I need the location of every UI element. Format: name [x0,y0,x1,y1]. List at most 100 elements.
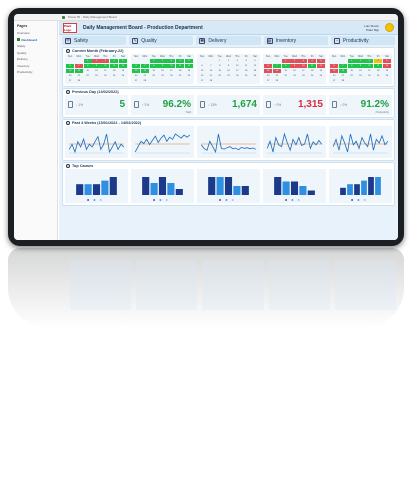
calendar-day[interactable]: 4 [245,59,247,62]
calendar-day[interactable]: 19 [319,69,323,72]
calendar-day[interactable]: 6 [264,63,273,68]
calendar-day[interactable]: 19 [385,69,389,72]
nav-item[interactable]: Inventory [17,64,54,68]
calendar-day[interactable]: 6 [201,64,203,67]
calendar-day[interactable]: 4 [373,58,383,63]
cause-bar[interactable] [175,188,183,195]
calendar-day[interactable]: 3 [299,58,308,63]
category-delivery[interactable]: ⛟ Delivery [196,36,261,45]
calendar-day[interactable]: 15 [284,69,287,72]
category-safety[interactable]: ⛨ Safety [62,36,127,45]
calendar-day[interactable]: 2 [227,59,230,62]
cause-bar[interactable] [224,176,233,195]
calendar-day[interactable]: 10 [365,63,374,68]
calendar-day[interactable]: 22 [218,74,221,77]
calendar-day[interactable]: 13 [132,68,141,73]
calendar-day[interactable]: 18 [178,69,182,72]
calendar-day[interactable]: 17 [170,69,173,72]
calendar-day[interactable]: 8 [347,63,356,68]
cause-bar[interactable] [340,187,346,195]
calendar-day[interactable]: 3 [365,58,374,63]
calendar-day[interactable]: 28 [77,79,81,82]
calendar-day[interactable]: 11 [307,63,317,68]
calendar-day[interactable]: 9 [92,63,101,68]
cause-bar[interactable] [142,176,150,195]
calendar-day[interactable]: 27 [200,79,204,82]
calendar-day[interactable]: 23 [161,74,164,77]
calendar-day[interactable]: 5 [382,58,391,63]
calendar-day[interactable]: 6 [132,63,141,68]
calendar-day[interactable]: 27 [332,79,336,82]
calendar-day[interactable]: 11 [109,63,119,68]
calendar-day[interactable]: 26 [319,74,323,77]
calendar-day[interactable]: 28 [209,79,213,82]
calendar-day[interactable]: 16 [95,69,98,72]
calendar-day[interactable]: 1 [149,58,158,63]
calendar-day[interactable]: 2 [356,58,365,63]
calendar-day[interactable]: 14 [74,68,83,73]
calendar-day[interactable]: 12 [184,63,193,68]
calendar-day[interactable]: 3 [236,59,238,62]
cause-bar[interactable] [109,176,117,195]
cause-bar[interactable] [274,176,282,195]
calendar-day[interactable]: 15 [350,69,353,72]
calendar-day[interactable]: 18 [376,69,380,72]
calendar-day[interactable]: 11 [373,63,383,68]
cause-bar[interactable] [150,182,158,195]
calendar-day[interactable]: 16 [161,69,164,72]
calendar-day[interactable]: 22 [152,74,155,77]
calendar-day[interactable]: 9 [356,63,365,68]
calendar-day[interactable]: 15 [218,69,221,72]
calendar-day[interactable]: 26 [121,74,125,77]
calendar-day[interactable]: 7 [272,63,281,68]
calendar-day[interactable]: 21 [143,74,147,77]
cause-bar[interactable] [233,185,241,195]
cause-bar[interactable] [216,176,224,195]
calendar-day[interactable]: 10 [236,64,239,67]
calendar-day[interactable]: 9 [290,63,299,68]
cause-bar[interactable] [299,185,307,195]
calendar-day[interactable]: 28 [341,79,345,82]
calendar-day[interactable]: 16 [293,69,296,72]
calendar-day[interactable]: 5 [254,59,256,62]
calendar-day[interactable]: 5 [316,58,325,63]
calendar-day[interactable]: 5 [184,58,193,63]
calendar-day[interactable]: 8 [281,63,290,68]
calendar-day[interactable]: 1 [347,58,356,63]
calendar-day[interactable]: 20 [200,74,204,77]
calendar-day[interactable]: 21 [209,74,213,77]
calendar-day[interactable]: 10 [167,63,176,68]
cause-bar[interactable] [208,176,216,195]
calendar-day[interactable]: 25 [112,74,116,77]
calendar-day[interactable]: 25 [310,74,314,77]
calendar-day[interactable]: 14 [209,69,213,72]
calendar-day[interactable]: 2 [158,58,167,63]
calendar-day[interactable]: 1 [281,58,290,63]
calendar-day[interactable]: 14 [140,68,149,73]
calendar-day[interactable]: 24 [236,74,239,77]
calendar-day[interactable]: 23 [293,74,296,77]
calendar-day[interactable]: 17 [236,69,239,72]
calendar-day[interactable]: 17 [302,69,305,72]
calendar-day[interactable]: 14 [272,68,281,73]
calendar-day[interactable]: 13 [66,68,75,73]
calendar-day[interactable]: 24 [170,74,173,77]
calendar-day[interactable]: 22 [86,74,89,77]
calendar-day[interactable]: 3 [101,58,110,63]
calendar-day[interactable]: 24 [104,74,107,77]
calendar-day[interactable]: 27 [68,79,72,82]
calendar-day[interactable]: 3 [167,58,176,63]
category-inventory[interactable]: ▦ Inventory [263,36,328,45]
calendar-day[interactable]: 19 [121,69,125,72]
calendar-day[interactable]: 13 [264,68,273,73]
nav-item[interactable]: Productivity [17,70,54,74]
calendar-day[interactable]: 1 [83,58,92,63]
calendar-day[interactable]: 11 [244,64,248,67]
calendar-day[interactable]: 8 [83,63,92,68]
calendar-day[interactable]: 22 [284,74,287,77]
calendar-day[interactable]: 4 [307,58,317,63]
cause-bar[interactable] [167,182,175,195]
cause-bar[interactable] [76,184,84,195]
calendar-day[interactable]: 28 [275,79,279,82]
category-quality[interactable]: ✎ Quality [129,36,194,45]
